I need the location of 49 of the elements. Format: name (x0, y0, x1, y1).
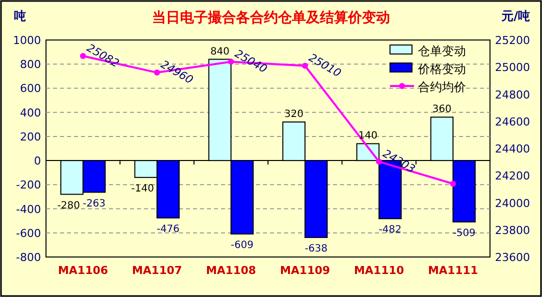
y2-tick-label: 24000 (495, 196, 530, 210)
y-tick-label: 800 (20, 58, 41, 72)
y-axis-title: 吨 (14, 9, 26, 23)
legend-label: 仓单变动 (418, 44, 466, 58)
data-label: -609 (230, 240, 254, 251)
legend-label: 价格变动 (417, 62, 466, 76)
y2-tick-label: 23800 (495, 224, 530, 237)
data-label: 140 (358, 130, 378, 142)
y2-tick-label: 23600 (495, 251, 530, 264)
x-tick-label: MA1106 (58, 264, 108, 277)
data-label: 840 (210, 46, 230, 58)
x-tick-label: MA1110 (354, 264, 404, 277)
y-tick-label: 1000 (13, 34, 41, 47)
data-label: -509 (452, 228, 476, 239)
point (376, 158, 382, 165)
x-tick-label: MA1107 (132, 264, 182, 277)
point (302, 62, 308, 69)
data-label: -476 (156, 224, 180, 235)
point (80, 53, 86, 60)
y2-tick-label: 25200 (495, 34, 530, 47)
y2-tick-label: 24600 (495, 115, 530, 128)
y-tick-label: -200 (16, 178, 41, 192)
y-tick-label: 400 (20, 106, 41, 120)
data-label: 360 (432, 104, 452, 116)
x-tick-label: MA1111 (428, 264, 478, 277)
data-label: 320 (284, 108, 304, 120)
point (228, 58, 234, 65)
legend-label: 合约均价 (418, 80, 466, 94)
data-label: -280 (57, 200, 80, 212)
y2-tick-label: 24400 (495, 142, 530, 156)
y2-tick-label: 25000 (495, 61, 530, 74)
data-label: -482 (378, 224, 402, 236)
y2-tick-label: 24200 (495, 170, 530, 183)
point (450, 180, 456, 187)
y2-tick-label: 24800 (495, 88, 530, 102)
x-tick-label: MA1109 (280, 264, 330, 277)
data-label: -638 (304, 243, 328, 254)
y2-axis-title: 元/吨 (500, 9, 530, 23)
y-tick-label: -600 (16, 226, 41, 240)
data-label: -140 (131, 183, 154, 194)
y-tick-label: -400 (16, 202, 41, 216)
y-tick-label: 0 (34, 154, 41, 168)
y-tick-label: -800 (16, 251, 41, 264)
x-tick-label: MA1108 (206, 264, 256, 277)
y-tick-label: 200 (20, 130, 41, 144)
chart-title: 当日电子撮合各合约仓单及结算价变动 (152, 9, 390, 26)
y-tick-label: 600 (20, 82, 41, 96)
point (154, 70, 160, 76)
data-label: -263 (82, 198, 106, 210)
